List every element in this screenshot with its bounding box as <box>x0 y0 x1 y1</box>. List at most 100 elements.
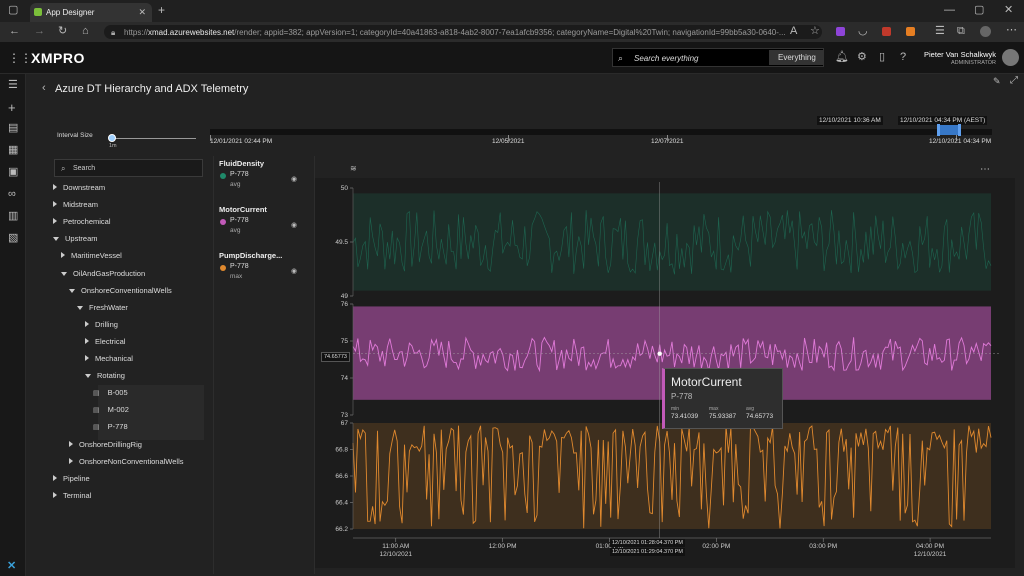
tree-item[interactable]: Downstream <box>53 183 105 192</box>
browser-address-bar: ← → ↻ ⌂ 🔒︎ https://xmad.azurewebsites.ne… <box>0 22 1024 42</box>
eye-visibility-icon[interactable]: ◉ <box>291 268 298 275</box>
tree-item[interactable]: ▤ M-002 <box>93 405 129 414</box>
tree-item[interactable]: Drilling <box>85 320 118 329</box>
browser-tab[interactable]: App Designer ✕ <box>30 3 152 22</box>
xmpro-logo: XMPRO <box>31 50 85 66</box>
eye-visibility-icon[interactable]: ◉ <box>291 176 298 183</box>
add-icon[interactable]: + <box>8 100 16 115</box>
app-grid-icon[interactable]: ⋮⋮ <box>8 51 32 65</box>
timeline-tick <box>508 135 509 141</box>
x-tick-label: 11:00 AM <box>382 543 409 550</box>
tree-item[interactable]: MaritimeVessel <box>61 251 122 260</box>
tree-item[interactable]: OnshoreNonConventionalWells <box>69 457 184 466</box>
new-tab-icon[interactable]: + <box>158 3 166 17</box>
link-icon[interactable]: ∞ <box>8 188 16 200</box>
gear-icon[interactable]: ⚙ <box>857 51 867 63</box>
y-tick-label: 49 <box>341 293 349 300</box>
tooltip-title: MotorCurrent <box>671 375 742 389</box>
edit-pencil-icon[interactable]: ✎ <box>993 76 1001 86</box>
browser-menu-icon[interactable]: ⋯ <box>1006 24 1017 36</box>
favorite-star-icon[interactable]: ☆ <box>810 25 820 37</box>
tree-item[interactable]: ▤ B-005 <box>93 388 128 397</box>
collections-icon[interactable]: ⧉ <box>957 25 965 37</box>
tree-item-label: OnshoreNonConventionalWells <box>79 456 184 466</box>
read-aloud-icon[interactable]: A <box>790 25 798 37</box>
timeline-handle-right[interactable] <box>958 124 961 136</box>
pocket-extension-icon[interactable]: ◡ <box>858 25 868 37</box>
forward-icon[interactable]: → <box>34 25 45 37</box>
minimize-icon[interactable]: — <box>944 4 955 16</box>
y-tick-label: 50 <box>341 185 349 192</box>
hamburger-menu-icon[interactable]: ☰ <box>8 79 18 91</box>
eye-visibility-icon[interactable]: ◉ <box>291 222 298 229</box>
back-icon[interactable]: ← <box>9 25 20 37</box>
window-menu-icon[interactable]: ▢ <box>8 4 19 16</box>
left-nav-rail: ☰ + ▤ ▦ ▣ ∞ ▥ ▧ ✕ <box>0 74 26 576</box>
back-chevron-icon[interactable]: ‹ <box>42 82 46 94</box>
expand-closed-icon <box>53 218 57 225</box>
timeline-tick <box>956 135 957 141</box>
metamask-extension-icon[interactable] <box>906 27 915 36</box>
tree-item[interactable]: OnshoreDrillingRig <box>69 440 142 449</box>
reload-icon[interactable]: ↻ <box>58 25 68 37</box>
interval-size-label: Interval Size <box>57 132 93 139</box>
timeline-tick <box>210 135 211 141</box>
onenote-extension-icon[interactable] <box>836 27 845 36</box>
help-icon[interactable]: ? <box>900 51 907 63</box>
tree-item[interactable]: ▤ P-778 <box>93 422 128 431</box>
tree-item-label: Pipeline <box>63 473 90 483</box>
fullscreen-icon[interactable]: ⤢ <box>1010 75 1018 86</box>
favorites-icon[interactable]: ☰ <box>935 25 945 37</box>
user-avatar[interactable] <box>1002 49 1019 66</box>
bell-icon[interactable]: 🔔︎ <box>835 51 849 63</box>
main-content: ‹ Azure DT Hierarchy and ADX Telemetry ✎… <box>26 74 1024 576</box>
asset-doc-icon: ▤ <box>93 390 100 398</box>
maximize-icon[interactable]: ▢ <box>974 4 985 16</box>
extension-icon[interactable] <box>882 27 891 36</box>
tree-item[interactable]: Rotating <box>85 371 125 380</box>
tree-item[interactable]: Midstream <box>53 200 98 209</box>
home-icon[interactable]: ⌂ <box>82 25 89 37</box>
cursor-time-readout: 12/10/2021 01:29:04.370 PM <box>610 548 685 556</box>
expand-closed-icon <box>85 355 89 361</box>
tree-item[interactable]: Upstream <box>53 234 98 243</box>
chart-more-icon[interactable]: ⋯ <box>980 164 991 175</box>
timeline-navigator[interactable] <box>210 129 992 135</box>
tree-item[interactable]: FreshWater <box>77 303 128 312</box>
tree-search-input[interactable]: ⌕ Search <box>54 159 203 177</box>
tree-item[interactable]: Pipeline <box>53 474 90 483</box>
y-tick-label: 67 <box>341 420 349 427</box>
legend-aggregation: max <box>230 273 243 280</box>
mobile-icon[interactable]: ▯ <box>879 51 886 63</box>
table-icon[interactable]: ▥ <box>8 210 19 222</box>
report-icon[interactable]: ▧ <box>8 232 19 244</box>
global-search-input[interactable]: Search everything <box>634 54 699 63</box>
dashboard-icon[interactable]: ▣ <box>8 166 19 178</box>
close-window-icon[interactable]: ✕ <box>1004 4 1014 16</box>
tree-item[interactable]: OilAndGasProduction <box>61 269 145 278</box>
timeline-handle-left[interactable] <box>937 124 940 136</box>
tree-item[interactable]: Petrochemical <box>53 217 111 226</box>
layers-icon[interactable]: ≋ <box>350 164 357 173</box>
timeline-selection-window[interactable] <box>939 125 960 135</box>
tree-item[interactable]: Mechanical <box>85 354 133 363</box>
document-icon[interactable]: ▦ <box>8 144 19 156</box>
interval-slider-track[interactable] <box>110 138 196 139</box>
telemetry-chart[interactable]: 49 49.5 50 73 74 75 76 66.2 66.4 66.6 66.8 67 11:00 … <box>315 178 1015 568</box>
lock-icon: 🔒︎ <box>111 28 116 37</box>
profile-avatar[interactable] <box>980 26 991 37</box>
tree-item[interactable]: Electrical <box>85 337 125 346</box>
series-line <box>352 425 992 529</box>
global-search-box[interactable]: ⌕ Search everything Everything <box>612 48 824 67</box>
tree-item[interactable]: OnshoreConventionalWells <box>69 286 172 295</box>
tree-item[interactable]: Terminal <box>53 491 91 500</box>
tree-item-label: FreshWater <box>89 302 128 312</box>
app-list-icon[interactable]: ▤ <box>8 122 19 134</box>
url-field[interactable]: 🔒︎ https://xmad.azurewebsites.net/render… <box>104 25 822 39</box>
asset-doc-icon: ▤ <box>93 407 100 415</box>
search-scope-select[interactable]: Everything <box>769 50 823 65</box>
tree-item-label: Mechanical <box>95 354 133 363</box>
close-tab-icon[interactable]: ✕ <box>138 7 146 17</box>
interval-slider-handle[interactable] <box>107 134 116 142</box>
y-tick-label: 66.6 <box>335 473 348 480</box>
